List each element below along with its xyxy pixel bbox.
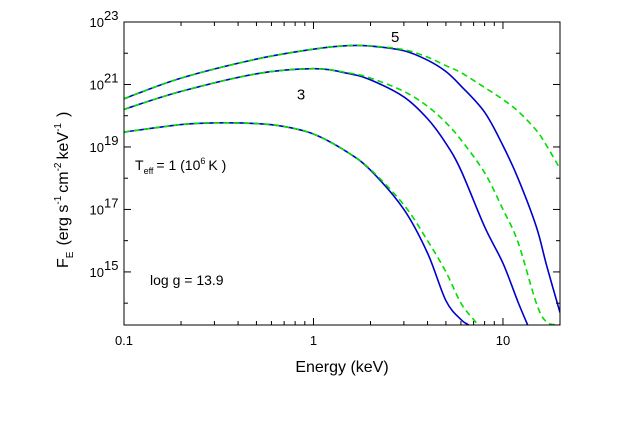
y-tick-exponent: 23 bbox=[104, 8, 118, 23]
x-axis-title: Energy (keV) bbox=[295, 359, 388, 376]
teff-symbol: T bbox=[135, 157, 144, 173]
plot-frame bbox=[123, 21, 561, 326]
y-axis-title: FE(erg s-1cm-2keV-1) bbox=[53, 112, 76, 268]
logg-annotation: log g = 13.9 bbox=[150, 272, 224, 288]
y-axis-sup-1: -1 bbox=[53, 195, 64, 204]
series-layer bbox=[124, 44, 560, 325]
teff-annotation: Teff = 1 (106 K ) bbox=[135, 156, 226, 176]
y-tick-label: 10 bbox=[90, 140, 104, 155]
y-tick-exponent: 21 bbox=[104, 70, 118, 85]
y-tick-exponent: 17 bbox=[104, 195, 118, 210]
series-4-dashed-line bbox=[124, 67, 560, 325]
curve-label-3: 3 bbox=[297, 87, 305, 104]
y-axis-unit-open: (erg s bbox=[55, 205, 72, 246]
series-6-dashed-line bbox=[124, 122, 479, 325]
x-tick-label: 10 bbox=[496, 333, 510, 348]
y-tick-base: 10 bbox=[90, 15, 104, 30]
y-axis-subscript: E bbox=[65, 251, 76, 258]
x-tick-label: 1 bbox=[310, 333, 317, 348]
y-axis-main: F bbox=[55, 258, 72, 268]
y-axis-sup-3: -1 bbox=[53, 123, 64, 132]
y-axis-unit-close: ) bbox=[55, 112, 72, 117]
y-axis-unit-cm: cm bbox=[55, 171, 72, 192]
y-tick-base: 10 bbox=[90, 202, 104, 217]
teff-subscript: eff bbox=[144, 166, 154, 176]
y-tick-base: 10 bbox=[90, 140, 104, 155]
curve-label-5: 5 bbox=[391, 29, 399, 46]
y-tick-exponent: 19 bbox=[104, 133, 118, 148]
y-axis-sup-2: -2 bbox=[53, 162, 64, 171]
y-tick-base: 10 bbox=[90, 77, 104, 92]
teff-equals: = 1 (10 bbox=[156, 157, 200, 173]
series-2-dashed-line bbox=[124, 44, 560, 170]
teff-exponent: 6 bbox=[200, 156, 205, 166]
series-3-solid-line bbox=[124, 67, 529, 325]
y-tick-label: 10 bbox=[90, 265, 104, 280]
x-tick-label: 0.1 bbox=[115, 333, 133, 348]
y-tick-label: 10 bbox=[90, 77, 104, 92]
y-tick-label: 10 bbox=[90, 15, 104, 30]
y-tick-base: 10 bbox=[90, 265, 104, 280]
y-tick-label: 10 bbox=[90, 202, 104, 217]
teff-unit: K ) bbox=[208, 157, 226, 173]
y-tick-exponent: 15 bbox=[104, 258, 118, 273]
y-axis-unit-kev: keV bbox=[55, 132, 72, 160]
